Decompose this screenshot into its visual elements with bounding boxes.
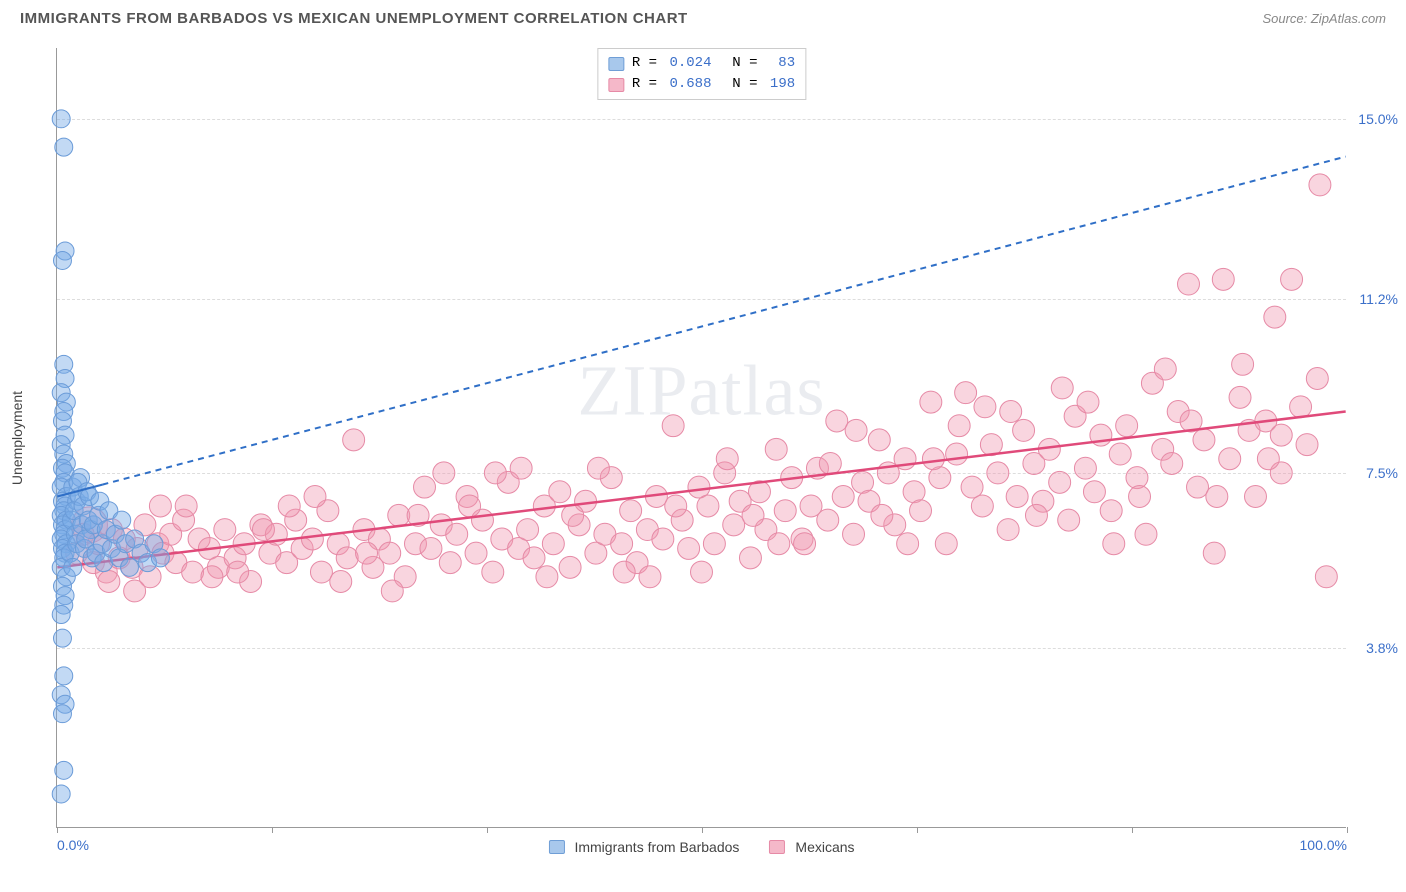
stat-r2: 0.688 <box>669 74 711 95</box>
y-tick-label: 15.0% <box>1358 111 1398 127</box>
legend-item-1: Immigrants from Barbados <box>548 839 739 855</box>
y-axis-title: Unemployment <box>9 390 25 484</box>
plot-area: ZIPatlas Unemployment 3.8%7.5%11.2%15.0%… <box>56 48 1346 828</box>
swatch-series1 <box>608 57 624 71</box>
stats-box: R = 0.024 N = 83 R = 0.688 N = 198 <box>597 48 806 100</box>
chart-source: Source: ZipAtlas.com <box>1262 11 1386 26</box>
x-tick-label: 100.0% <box>1300 837 1347 853</box>
legend-label-2: Mexicans <box>795 839 854 855</box>
x-tick <box>57 827 58 833</box>
stats-row-1: R = 0.024 N = 83 <box>608 53 795 74</box>
legend-swatch-2 <box>769 840 785 854</box>
y-tick-label: 3.8% <box>1366 640 1398 656</box>
stat-n1: 83 <box>778 53 795 74</box>
x-tick <box>917 827 918 833</box>
bottom-legend: Immigrants from Barbados Mexicans <box>548 839 854 855</box>
legend-swatch-1 <box>548 840 564 854</box>
x-tick <box>702 827 703 833</box>
stat-r1: 0.024 <box>669 53 711 74</box>
x-tick <box>487 827 488 833</box>
x-tick-label: 0.0% <box>57 837 89 853</box>
legend-item-2: Mexicans <box>769 839 854 855</box>
y-tick-label: 11.2% <box>1359 291 1398 307</box>
legend-label-1: Immigrants from Barbados <box>574 839 739 855</box>
chart-canvas <box>57 48 1346 827</box>
stat-n2: 198 <box>770 74 795 95</box>
stats-row-2: R = 0.688 N = 198 <box>608 74 795 95</box>
x-tick <box>1347 827 1348 833</box>
swatch-series2 <box>608 78 624 92</box>
x-tick <box>1132 827 1133 833</box>
chart-title: IMMIGRANTS FROM BARBADOS VS MEXICAN UNEM… <box>20 10 688 27</box>
x-tick <box>272 827 273 833</box>
y-tick-label: 7.5% <box>1366 465 1398 481</box>
